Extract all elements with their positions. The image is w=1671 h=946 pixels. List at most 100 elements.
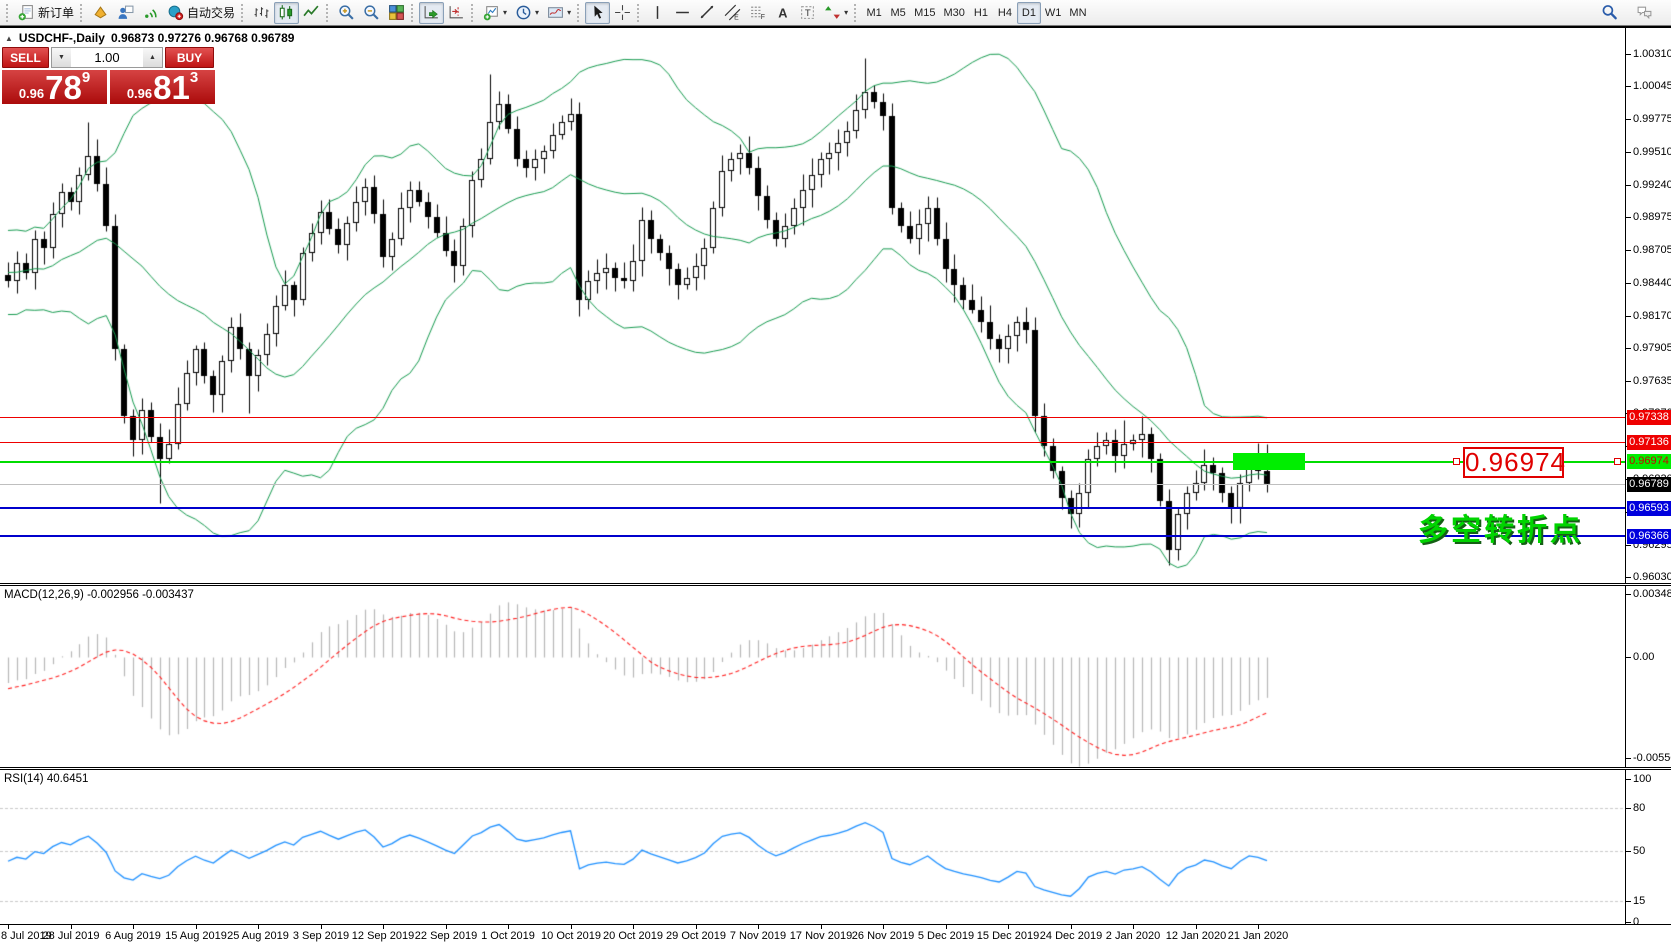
auto-trading-button[interactable]: 自动交易	[163, 2, 239, 24]
search-button[interactable]	[1597, 2, 1622, 24]
dropdown-caret-icon[interactable]: ▾	[567, 7, 572, 17]
fibonacci-button[interactable]: F	[745, 2, 770, 24]
chart-window: ▲ USDCHF-,Daily 0.96873 0.97276 0.96768 …	[0, 26, 1671, 946]
volume-input[interactable]: 1.00	[71, 48, 143, 67]
horizontal-line-object[interactable]	[0, 507, 1625, 510]
tile-windows-button[interactable]	[384, 2, 409, 24]
current-price-line[interactable]	[0, 483, 1625, 485]
equidistant-channel-icon: E	[724, 4, 741, 21]
tf-w1-button[interactable]: W1	[1041, 2, 1066, 24]
toolbar-grip[interactable]	[577, 3, 581, 22]
chat-icon	[1636, 4, 1653, 21]
line-chart-mode-button[interactable]	[299, 2, 324, 24]
highlight-rectangle-object[interactable]	[1233, 453, 1305, 471]
text-button[interactable]: A	[770, 2, 795, 24]
data-window-button[interactable]	[113, 2, 138, 24]
volume-increase-button[interactable]: ▲	[143, 48, 162, 67]
profiles-button[interactable]: ▾	[511, 2, 543, 24]
rsi-indicator-canvas[interactable]	[0, 770, 1625, 924]
tf-h4-button[interactable]: H4	[993, 2, 1017, 24]
chart-shift-button[interactable]	[444, 2, 469, 24]
tf-m5-button[interactable]: M5	[886, 2, 910, 24]
horizontal-line-object[interactable]	[0, 535, 1625, 538]
date-axis[interactable]: 8 Jul 2019 28 Jul 2019 6 Aug 2019 15 Aug 20…	[0, 924, 1671, 946]
price-chart-canvas[interactable]	[0, 28, 1625, 583]
macd-label: MACD(12,26,9) -0.002956 -0.003437	[4, 589, 194, 601]
toolbar-grip[interactable]	[411, 3, 415, 22]
toolbar-grip[interactable]	[854, 3, 858, 22]
toolbar-grip[interactable]	[637, 3, 641, 22]
cursor-button[interactable]	[585, 1, 611, 24]
market-watch-button[interactable]	[88, 2, 113, 24]
auto-scroll-button[interactable]	[419, 1, 445, 24]
text-label-button[interactable]: T	[795, 2, 820, 24]
zoom-in-button[interactable]	[334, 2, 359, 24]
fibonacci-icon: F	[749, 4, 766, 21]
price-axis-tick: 0.98440	[1626, 276, 1671, 289]
toolbar-grip[interactable]	[80, 3, 84, 22]
tile-windows-icon	[388, 4, 405, 21]
toolbar-grip[interactable]	[326, 3, 330, 22]
date-axis-tick	[258, 925, 259, 929]
object-anchor-handle[interactable]	[1614, 457, 1621, 465]
horizontal-line-button[interactable]	[670, 2, 695, 24]
tf-h1-button[interactable]: H1	[969, 2, 993, 24]
navigator-button[interactable]	[138, 2, 163, 24]
tf-h1-label: H1	[973, 6, 988, 19]
sell-price-pip: 9	[81, 69, 91, 86]
chat-button[interactable]	[1632, 2, 1657, 24]
tf-m5-label: M5	[890, 6, 906, 19]
horizontal-line-object[interactable]	[0, 460, 1625, 463]
trendline-button[interactable]	[695, 2, 720, 24]
tf-m1-button[interactable]: M1	[862, 2, 886, 24]
dropdown-caret-icon[interactable]: ▾	[844, 7, 849, 17]
arrow-objects-button[interactable]: ▾	[820, 2, 852, 24]
crosshair-icon	[614, 4, 631, 21]
sell-price-box[interactable]: 0.96 78 9	[2, 70, 107, 104]
horizontal-line-object[interactable]	[0, 416, 1625, 418]
new-order-icon	[18, 4, 35, 21]
price-level-badge: 0.96974	[1627, 454, 1671, 470]
tf-mn-button[interactable]: MN	[1065, 2, 1090, 24]
templates-button[interactable]: ▾	[543, 2, 575, 24]
tf-m15-button[interactable]: M15	[910, 2, 939, 24]
object-anchor-handle[interactable]	[1453, 457, 1460, 465]
horizontal-line-object[interactable]	[0, 441, 1625, 443]
buy-button[interactable]: BUY	[165, 47, 214, 68]
dropdown-caret-icon[interactable]: ▾	[535, 7, 540, 17]
collapse-ohlc-icon[interactable]: ▲	[5, 33, 13, 43]
price-axis-tick: 0.97905	[1626, 342, 1671, 355]
price-axis[interactable]: 1.00310 1.00045 0.99775 0.99510 0.99240 0.989…	[1625, 28, 1671, 946]
zoom-in-icon	[338, 4, 355, 21]
volume-decrease-button[interactable]: ▼	[52, 48, 71, 67]
equidistant-channel-button[interactable]: E	[720, 2, 745, 24]
tf-d1-label: D1	[1021, 6, 1036, 19]
macd-indicator-canvas[interactable]	[0, 586, 1625, 767]
tf-d1-button[interactable]: D1	[1016, 1, 1041, 24]
date-label: 20 Oct 2019	[603, 930, 663, 942]
dropdown-caret-icon[interactable]: ▾	[503, 7, 508, 17]
pivot-text-annotation[interactable]: 多空转折点	[1418, 514, 1583, 547]
panel-resize-separator[interactable]	[0, 583, 1671, 586]
buy-price-box[interactable]: 0.96 81 3	[110, 70, 215, 104]
bar-chart-mode-button[interactable]	[249, 2, 274, 24]
date-axis-tick	[1071, 925, 1072, 929]
crosshair-button[interactable]	[610, 2, 635, 24]
price-annotation-box[interactable]: 0.96974	[1463, 447, 1566, 478]
chart-title: USDCHF-,Daily	[18, 31, 105, 45]
new-order-button[interactable]: 新订单	[14, 2, 78, 24]
toolbar-grip[interactable]	[471, 3, 475, 22]
panel-resize-separator[interactable]	[0, 767, 1671, 770]
date-axis-tick	[1258, 925, 1259, 929]
toolbar-grip[interactable]	[241, 3, 245, 22]
sell-button[interactable]: SELL	[2, 47, 49, 68]
vertical-line-button[interactable]	[645, 2, 670, 24]
rsi-label: RSI(14) 40.6451	[4, 773, 89, 785]
zoom-out-button[interactable]	[359, 2, 384, 24]
tf-m30-button[interactable]: M30	[940, 2, 969, 24]
macd-axis-tick: -0.00556	[1625, 751, 1671, 765]
toolbar-grip[interactable]	[6, 3, 10, 22]
auto-scroll-icon	[423, 4, 440, 21]
new-chart-button[interactable]: ▾	[479, 2, 511, 24]
candlestick-mode-button[interactable]	[274, 1, 300, 24]
